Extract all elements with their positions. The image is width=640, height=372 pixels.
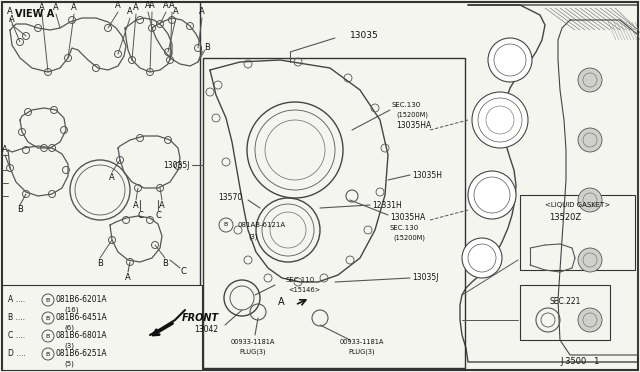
Bar	[520, 285, 610, 340]
Text: VIEW A: VIEW A	[15, 9, 54, 19]
Text: 13035H: 13035H	[412, 170, 442, 180]
Text: 081B6-6801A: 081B6-6801A	[56, 331, 108, 340]
Text: 13035HA: 13035HA	[390, 214, 425, 222]
Text: A: A	[39, 3, 45, 13]
Text: 13035HA: 13035HA	[396, 122, 431, 131]
Text: <15146>: <15146>	[288, 287, 320, 293]
Text: A: A	[159, 202, 165, 211]
Text: SEC.130: SEC.130	[392, 102, 421, 108]
Circle shape	[472, 92, 528, 148]
Bar	[520, 195, 635, 270]
Text: A ....: A ....	[8, 295, 25, 305]
Text: A: A	[7, 7, 13, 16]
Text: SEC.221: SEC.221	[549, 298, 580, 307]
Text: SEC.110: SEC.110	[285, 277, 314, 283]
Text: A: A	[115, 1, 121, 10]
Text: A: A	[278, 297, 285, 307]
Text: 00933-1181A: 00933-1181A	[340, 339, 384, 345]
Text: FRONT: FRONT	[181, 313, 219, 323]
Text: J 3500   1: J 3500 1	[560, 357, 600, 366]
Circle shape	[488, 38, 532, 82]
Text: 13035J: 13035J	[412, 273, 438, 282]
Text: (3): (3)	[64, 343, 74, 349]
Text: A: A	[173, 7, 179, 16]
Circle shape	[468, 171, 516, 219]
Text: A: A	[53, 3, 59, 13]
Text: B: B	[224, 222, 228, 228]
Text: B: B	[46, 315, 50, 321]
Text: B: B	[46, 334, 50, 339]
Circle shape	[578, 308, 602, 332]
Text: A: A	[71, 3, 77, 13]
Text: A: A	[149, 1, 155, 10]
Text: 13042: 13042	[194, 326, 218, 334]
Text: (3): (3)	[248, 234, 257, 240]
Text: A: A	[9, 15, 15, 23]
Text: SEC.130: SEC.130	[390, 225, 419, 231]
Text: 13570: 13570	[218, 192, 242, 202]
Text: 081B6-6451A: 081B6-6451A	[56, 314, 108, 323]
Text: (5): (5)	[64, 361, 74, 367]
Text: A: A	[169, 1, 175, 10]
Text: <LIQUID GASKET>: <LIQUID GASKET>	[545, 202, 611, 208]
Text: 13035J: 13035J	[163, 160, 190, 170]
Text: 13520Z: 13520Z	[549, 214, 581, 222]
Bar	[2, 285, 202, 370]
Text: PLUG(3): PLUG(3)	[349, 349, 375, 355]
Text: C ....: C ....	[8, 331, 25, 340]
Text: 081AB-6121A: 081AB-6121A	[238, 222, 286, 228]
Text: (15200M): (15200M)	[393, 235, 425, 241]
Text: C: C	[180, 266, 186, 276]
Text: (16): (16)	[64, 307, 79, 313]
Text: (6): (6)	[64, 325, 74, 331]
Circle shape	[578, 68, 602, 92]
Circle shape	[462, 238, 502, 278]
Text: A: A	[145, 1, 151, 10]
Circle shape	[578, 188, 602, 212]
Text: A: A	[125, 273, 131, 282]
Bar	[203, 58, 465, 368]
Circle shape	[578, 248, 602, 272]
Text: D ....: D ....	[8, 350, 26, 359]
Text: B: B	[46, 298, 50, 302]
Text: 081B6-6201A: 081B6-6201A	[56, 295, 108, 305]
Text: 12331H: 12331H	[372, 201, 402, 209]
Text: (15200M): (15200M)	[396, 112, 428, 118]
Text: B: B	[204, 42, 210, 51]
Text: 00933-1181A: 00933-1181A	[231, 339, 275, 345]
Text: A: A	[163, 1, 169, 10]
Text: B ....: B ....	[8, 314, 25, 323]
Text: A: A	[109, 173, 115, 183]
Text: C: C	[137, 211, 143, 219]
Text: PLUG(3): PLUG(3)	[240, 349, 266, 355]
Text: A: A	[133, 3, 139, 13]
Text: B: B	[17, 205, 23, 215]
Text: A: A	[133, 202, 139, 211]
Text: B: B	[97, 260, 103, 269]
Text: C: C	[155, 211, 161, 219]
Text: B: B	[162, 260, 168, 269]
Text: A: A	[199, 7, 205, 16]
Text: A: A	[127, 7, 133, 16]
Text: 081B6-6251A: 081B6-6251A	[56, 350, 108, 359]
Text: 13035: 13035	[350, 31, 379, 39]
Text: B: B	[46, 352, 50, 356]
Text: A: A	[2, 144, 8, 154]
Circle shape	[578, 128, 602, 152]
